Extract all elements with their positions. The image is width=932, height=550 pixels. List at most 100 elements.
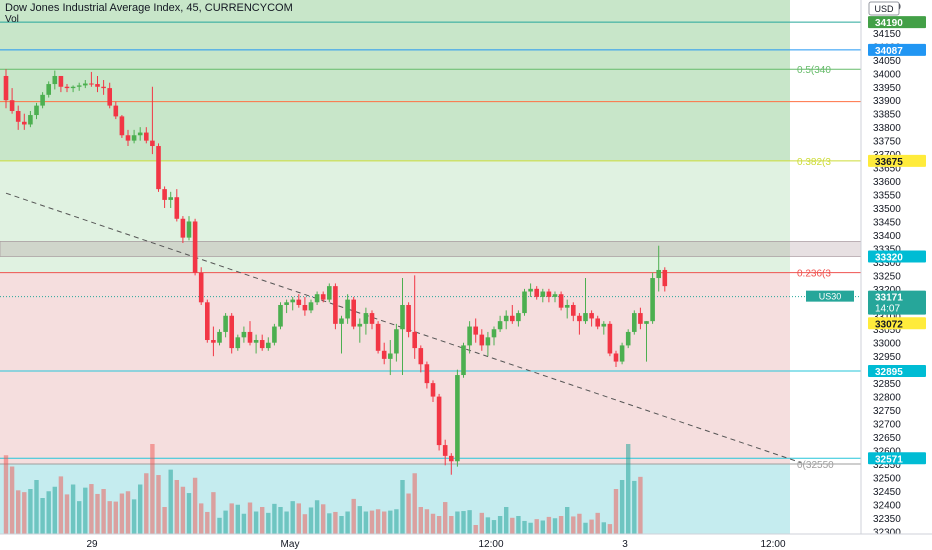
price-badge-label: 32571 [875,454,903,465]
volume-bar [253,511,259,534]
volume-bar [235,504,240,534]
price-tick-label: 33250 [873,271,901,282]
volume-bar [327,513,332,534]
volume-bar [522,520,527,534]
volume-bar [540,520,545,534]
candle-body [424,364,430,384]
volume-bar [138,484,143,534]
candle-body [229,315,234,349]
volume-bar [58,476,64,534]
price-tick-label: 33800 [873,123,901,134]
volume-bar [247,502,253,534]
candle-body [357,323,363,327]
price-tick-label: 33100 [873,312,901,323]
candle-body [131,135,137,141]
candle-body [406,304,411,332]
fib-zone [0,0,790,161]
candle-body [83,83,88,86]
candle-body [296,299,302,305]
volume-bar [638,476,643,534]
time-tick-label: 3 [622,539,628,550]
symbol-badge-label: US30 [819,292,842,302]
candle-body [662,269,668,287]
price-tick-label: 34050 [873,56,901,67]
volume-bar [467,510,472,534]
candle-body [205,302,210,341]
candle-body [162,189,167,200]
price-tick-label: 32300 [873,527,901,538]
candle-body [583,313,588,322]
volume-bar [607,524,613,534]
price-axis[interactable] [861,0,932,534]
candle-body [430,383,436,397]
volume-bar [571,516,576,534]
volume-bar [296,503,301,534]
volume-bar [430,513,436,534]
price-tick-label: 33300 [873,258,901,269]
candle-body [375,323,381,351]
candle-body [339,318,344,324]
volume-bar [516,516,521,534]
candle-body [577,315,582,322]
volume-bar [497,516,503,534]
volume-bar [22,492,27,534]
volume-bar [558,516,564,534]
candle-body [223,315,228,332]
time-axis[interactable] [0,534,932,550]
volume-bar [357,506,362,534]
candle-body [534,288,539,297]
volume-bar [400,480,405,534]
candle-body [113,105,119,117]
volume-bar [333,511,338,534]
currency-button[interactable] [868,1,900,16]
candle-body [473,326,478,335]
volume-bar [3,455,9,534]
price-tick-label: 32750 [873,406,901,417]
volume-bar [205,511,210,534]
volume-bar [16,490,21,534]
volume-bar [510,517,515,534]
volume-bar [241,513,247,534]
volume-bar [589,519,594,534]
volume-bar [345,511,350,534]
volume-bar [144,473,149,534]
price-tick-label: 33200 [873,285,901,296]
candle-body [144,132,149,141]
volume-bar [528,522,533,534]
volume-bar [70,484,76,534]
volume-bar [113,501,118,534]
candle-body [119,116,125,136]
volume-bar [28,489,33,534]
fib-zone [0,272,790,464]
fib-label: 0.236(3 [797,269,831,280]
candle-body [180,218,186,238]
countdown-label: 14:07 [875,304,900,315]
current-price-label: 33171 [875,293,903,304]
volume-bar [412,473,417,534]
price-tick-label: 33650 [873,164,901,175]
volume-bar [101,489,106,534]
candle-body [333,286,338,324]
candle-body [95,84,100,87]
chart-title: Dow Jones Industrial Average Index, 45, … [5,2,293,14]
volume-bar [565,507,570,534]
candle-body [613,353,619,362]
volume-bar [186,493,192,534]
volume-bar [266,512,271,534]
price-badge-label: 34190 [875,18,903,29]
candle-body [369,313,375,324]
trendline [5,192,801,464]
currency-label: USD [874,4,894,14]
candle-body [40,94,45,106]
candle-body [400,304,405,330]
candle-body [284,302,289,305]
price-tick-label: 32400 [873,500,901,511]
volume-bar [174,480,179,534]
volume-bar [131,499,137,534]
volume-bar [388,510,393,534]
candle-body [174,197,180,219]
candle-body [314,294,320,303]
volume-bar [375,509,381,534]
price-tick-label: 33950 [873,83,901,94]
